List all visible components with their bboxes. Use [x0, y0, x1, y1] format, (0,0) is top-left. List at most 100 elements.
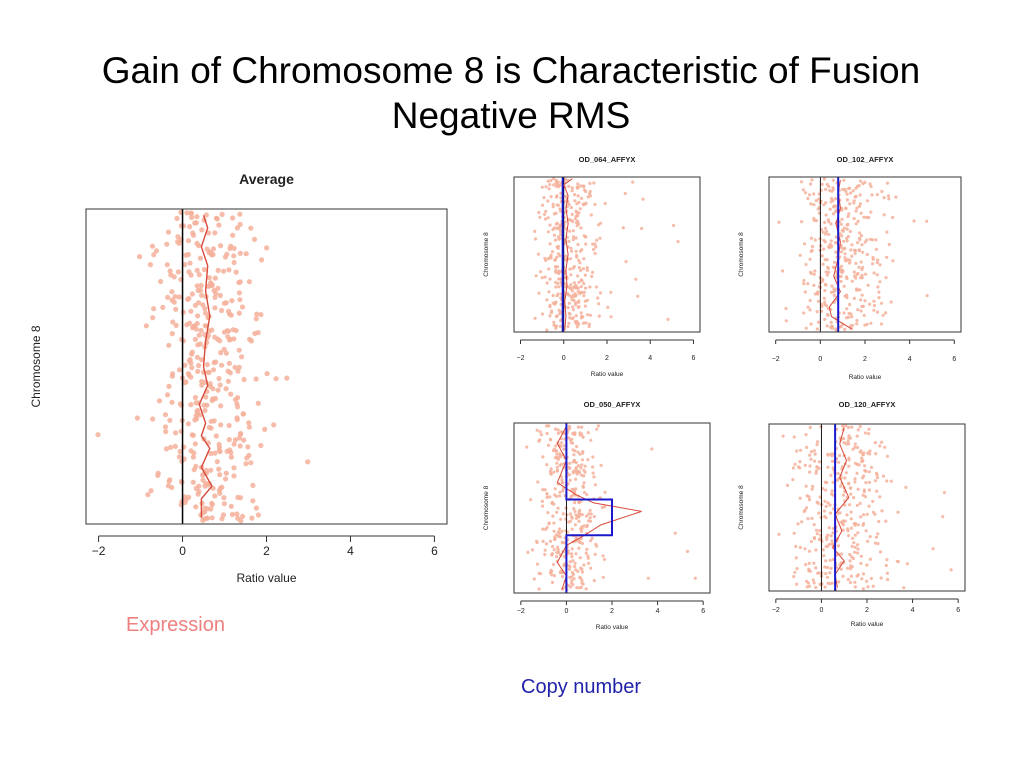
data-point	[218, 350, 224, 356]
data-point	[666, 317, 670, 321]
data-point	[805, 585, 809, 589]
data-point	[547, 187, 551, 191]
data-point	[183, 252, 189, 258]
data-point	[175, 239, 181, 245]
data-point	[850, 243, 854, 247]
data-point	[239, 354, 245, 360]
data-point	[895, 559, 899, 563]
data-point	[221, 495, 227, 501]
data-point	[858, 202, 862, 206]
data-point	[885, 558, 889, 562]
data-point	[557, 269, 561, 273]
data-point	[188, 374, 194, 380]
chart-title: OD_102_AFFYX	[837, 155, 894, 164]
data-point	[582, 234, 586, 238]
data-point	[551, 448, 555, 453]
x-tick-label: 2	[610, 608, 614, 615]
data-point	[555, 555, 559, 559]
data-point	[568, 257, 573, 261]
data-point	[878, 444, 882, 448]
data-point	[860, 293, 864, 297]
data-point	[221, 268, 227, 274]
data-point	[586, 554, 590, 558]
data-point	[830, 454, 834, 458]
data-point	[861, 476, 865, 480]
data-point	[543, 552, 547, 557]
data-point	[823, 282, 828, 287]
data-point	[241, 376, 247, 383]
data-point	[878, 263, 882, 267]
data-point	[865, 563, 869, 567]
data-point	[155, 472, 161, 478]
data-point	[876, 532, 880, 536]
data-point	[568, 229, 572, 233]
data-point	[234, 417, 240, 423]
data-point	[847, 534, 851, 538]
data-point	[231, 465, 237, 471]
data-point	[869, 576, 873, 581]
data-point	[185, 421, 191, 427]
data-point	[169, 289, 175, 295]
data-point	[536, 480, 540, 484]
data-point	[803, 463, 807, 467]
data-point	[549, 253, 553, 257]
data-point	[885, 571, 889, 575]
data-point	[213, 290, 219, 296]
data-point	[820, 254, 824, 258]
data-point	[553, 487, 557, 491]
data-point	[190, 479, 196, 485]
data-point	[812, 581, 816, 585]
data-point	[549, 467, 553, 471]
data-point	[548, 571, 552, 575]
data-point	[599, 221, 603, 225]
data-point	[849, 248, 853, 252]
data-point	[880, 189, 884, 194]
data-point	[805, 579, 809, 583]
data-point	[186, 295, 192, 302]
data-point	[872, 299, 876, 303]
data-point	[828, 582, 832, 586]
data-point	[554, 211, 558, 215]
data-point	[253, 505, 259, 511]
data-point	[572, 265, 576, 269]
data-point	[537, 571, 541, 575]
x-tick-label: −2	[772, 607, 780, 614]
data-point	[858, 501, 862, 505]
data-point	[840, 217, 844, 221]
data-point	[874, 452, 878, 456]
data-point	[230, 215, 236, 221]
data-point	[189, 214, 195, 220]
data-point	[869, 465, 874, 469]
data-point	[847, 481, 851, 485]
data-point	[539, 270, 543, 274]
data-point	[567, 564, 571, 568]
data-point	[559, 517, 563, 521]
data-point	[854, 194, 858, 198]
data-point	[215, 285, 221, 291]
data-point	[557, 308, 561, 312]
data-point	[864, 272, 868, 276]
data-point	[250, 482, 256, 488]
data-point	[603, 490, 607, 494]
data-point	[553, 258, 557, 262]
data-point	[839, 274, 843, 279]
data-point	[194, 283, 200, 289]
data-point	[592, 247, 596, 252]
data-point	[581, 267, 585, 271]
data-point	[842, 239, 846, 243]
data-point	[589, 512, 593, 516]
data-point	[221, 501, 227, 507]
data-point	[859, 211, 863, 215]
data-point	[573, 523, 577, 527]
data-point	[866, 539, 870, 543]
data-point	[572, 507, 576, 511]
data-point	[559, 233, 563, 237]
data-point	[574, 552, 578, 556]
data-point	[575, 325, 579, 329]
data-point	[594, 245, 598, 249]
data-point	[574, 314, 578, 318]
data-point	[863, 464, 867, 468]
data-point	[542, 196, 546, 200]
data-point	[209, 515, 215, 521]
data-point	[203, 394, 209, 400]
